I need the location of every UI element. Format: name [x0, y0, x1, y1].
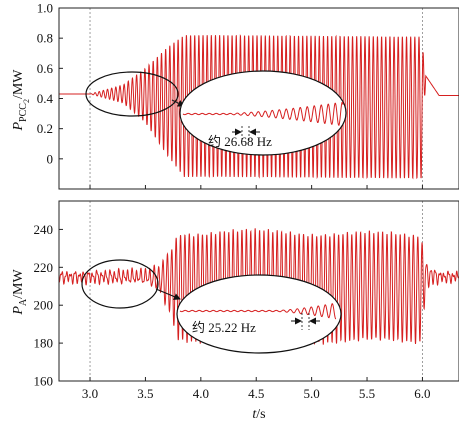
top-ticks: 0 0.2 0.4 0.6 0.8 1.0: [37, 1, 423, 189]
bottom-zoom-source-ellipse: [81, 259, 159, 309]
top-ytick-label: 0: [47, 151, 54, 166]
top-zoom-source-ellipse: [85, 71, 179, 117]
svg-text:PPCC2/MW: PPCC2/MW: [11, 69, 31, 132]
svg-text:t/s: t/s: [252, 407, 265, 422]
top-ylabel-unit: /MW: [11, 69, 26, 99]
bottom-xlabel-unit: /s: [256, 407, 265, 422]
bottom-xtick-label: 3.5: [137, 386, 153, 401]
top-ytick-label: 0.6: [37, 61, 54, 76]
bottom-event-lines: [89, 201, 423, 381]
top-ylabel-subscript: PCC: [18, 103, 29, 122]
bottom-zoom-ellipse: [176, 274, 342, 354]
top-series-line: [59, 34, 459, 180]
bottom-zoom-arrow: [155, 288, 181, 300]
panel-top: 0 0.2 0.4 0.6 0.8 1.0 PPCC2/MW 约 26.68 Hz: [11, 1, 459, 190]
bottom-period-marker: [291, 313, 320, 330]
bottom-frequency-annotation: 约 25.22 Hz: [192, 320, 256, 335]
svg-text:PA/MW: PA/MW: [11, 269, 29, 316]
bottom-xtick-label: 5.5: [359, 386, 375, 401]
top-frequency-annotation: 约 26.68 Hz: [208, 134, 272, 149]
bottom-ytick-label: 180: [34, 336, 54, 351]
bottom-ytick-label: 200: [34, 298, 54, 313]
bottom-ylabel-symbol: P: [11, 306, 26, 316]
bottom-ytick-label: 160: [34, 374, 54, 389]
top-ytick-label: 0.4: [37, 91, 54, 106]
top-period-marker: [232, 126, 260, 141]
bottom-series-line: [59, 228, 459, 346]
bottom-xlabel: t/s: [252, 407, 265, 422]
bottom-xtick-label: 6.0: [414, 386, 430, 401]
top-zoom-waveform: [182, 101, 344, 126]
top-ytick-label: 0.8: [37, 31, 53, 46]
bottom-xtick-label: 4.0: [193, 386, 209, 401]
top-ylabel-symbol: P: [11, 122, 26, 132]
bottom-series-group: [59, 228, 459, 346]
bottom-xtick-label: 5.0: [304, 386, 320, 401]
bottom-xlabel-symbol: t: [252, 407, 257, 422]
top-ylabel-subscript2: 2: [22, 99, 31, 103]
bottom-ylabel-unit: /MW: [11, 269, 26, 299]
bottom-ylabel-subscript: A: [18, 298, 29, 306]
bottom-ylabel: PA/MW: [11, 269, 29, 316]
bottom-ytick-label: 220: [34, 260, 54, 275]
top-ytick-label: 1.0: [37, 1, 53, 16]
bottom-xtick-label: 3.0: [82, 386, 98, 401]
bottom-zoom-waveform: [179, 303, 337, 320]
top-ylabel: PPCC2/MW: [11, 69, 31, 132]
bottom-ytick-label: 240: [34, 222, 54, 237]
top-zoom-ellipse: [179, 70, 347, 156]
bottom-plot-frame: [58, 200, 459, 382]
bottom-xtick-label: 4.5: [248, 386, 264, 401]
top-ytick-label: 0.2: [37, 121, 53, 136]
bottom-ticks: 160 180 200 220 240 3.0 3.5 4.0 4.5 5.0 5.5 6.0: [34, 222, 431, 401]
top-series-group: [59, 34, 459, 180]
